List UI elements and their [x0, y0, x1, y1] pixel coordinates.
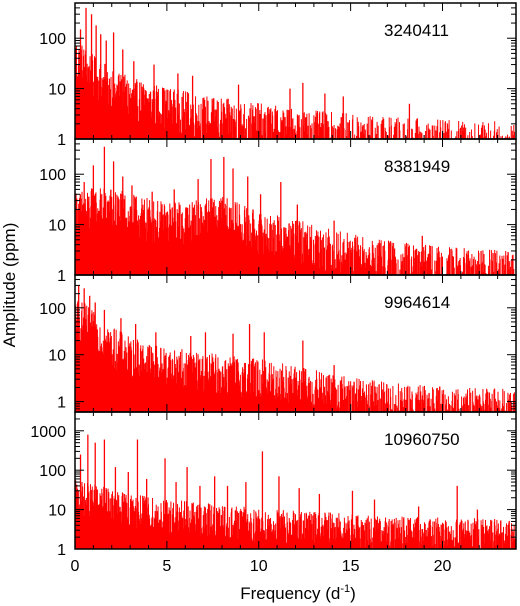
x-tick-label: 10	[250, 558, 268, 575]
y-tick-label: 1	[57, 132, 66, 149]
y-tick-label: 100	[39, 463, 66, 480]
y-tick-label: 100	[39, 167, 66, 184]
spectrum-noise	[75, 45, 516, 139]
spectrum-noise	[75, 480, 516, 549]
x-axis-title-main: Frequency (d	[240, 584, 340, 603]
panel-4: 1 10 100 1000 0 5 10 15 20 10960750	[30, 411, 517, 575]
y-tick-label: 100	[39, 31, 66, 48]
y-tick-label: 100	[39, 301, 66, 318]
spectrum-3	[75, 285, 516, 412]
y-tick-label: 1	[57, 268, 66, 285]
y-tick-label: 10	[48, 348, 66, 365]
spectrum-2	[75, 146, 516, 275]
panel-1: 1 10 100 3240411	[39, 2, 517, 149]
panel-id-label: 8381949	[384, 157, 450, 176]
y-tick-label: 10	[48, 503, 66, 520]
panel-id-label: 10960750	[384, 430, 460, 449]
y-tick-label: 10	[48, 218, 66, 235]
y-tick-label: 10	[48, 82, 66, 99]
x-axis-title-superscript: -1	[340, 583, 350, 595]
y-axis-title: Amplitude (ppm)	[0, 223, 19, 348]
spectrum-1	[75, 7, 516, 139]
y-tick-label: 1000	[30, 424, 66, 441]
spectrum-noise	[75, 188, 516, 275]
panel-3: 1 10 100 9964614	[39, 274, 517, 413]
panel-id-label: 9964614	[384, 293, 450, 312]
x-tick-label: 5	[162, 558, 171, 575]
x-axis-title: Frequency (d-1)	[240, 583, 356, 603]
panel-id-label: 3240411	[384, 21, 449, 40]
y-tick-label: 1	[57, 395, 66, 412]
panel-2: 1 10 100 8381949	[39, 138, 517, 285]
spectrum-noise	[75, 300, 516, 412]
x-axis-title-end: )	[350, 584, 356, 603]
x-tick-label: 20	[434, 558, 452, 575]
y-tick-label: 1	[57, 542, 66, 559]
spectrum-4	[75, 434, 516, 549]
x-tick-label: 15	[342, 558, 360, 575]
x-tick-label: 0	[71, 558, 80, 575]
